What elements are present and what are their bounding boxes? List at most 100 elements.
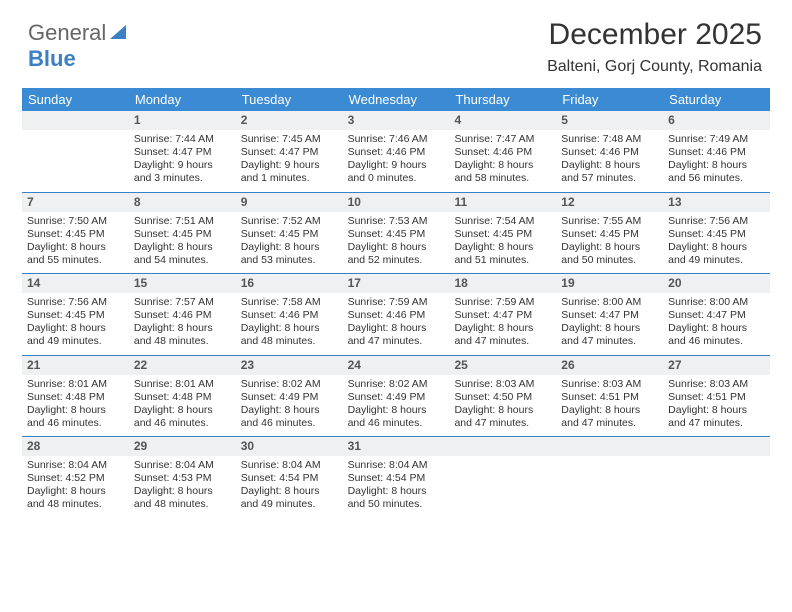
sunset-text: Sunset: 4:45 PM bbox=[134, 228, 231, 241]
day-number: 14 bbox=[22, 274, 129, 293]
logo-text-1: General bbox=[28, 20, 106, 45]
sunset-text: Sunset: 4:46 PM bbox=[454, 146, 551, 159]
calendar-cell: 12Sunrise: 7:55 AMSunset: 4:45 PMDayligh… bbox=[556, 193, 663, 274]
calendar-week: 7Sunrise: 7:50 AMSunset: 4:45 PMDaylight… bbox=[22, 192, 770, 274]
cell-body: Sunrise: 7:54 AMSunset: 4:45 PMDaylight:… bbox=[449, 212, 556, 274]
daylight-text: Daylight: 8 hours and 46 minutes. bbox=[241, 404, 338, 430]
daylight-text: Daylight: 8 hours and 47 minutes. bbox=[561, 322, 658, 348]
cell-body: Sunrise: 7:59 AMSunset: 4:47 PMDaylight:… bbox=[449, 293, 556, 355]
calendar-cell: 21Sunrise: 8:01 AMSunset: 4:48 PMDayligh… bbox=[22, 356, 129, 437]
sunset-text: Sunset: 4:46 PM bbox=[241, 309, 338, 322]
day-header: Monday bbox=[129, 88, 236, 111]
daylight-text: Daylight: 8 hours and 55 minutes. bbox=[27, 241, 124, 267]
sunset-text: Sunset: 4:47 PM bbox=[454, 309, 551, 322]
daylight-text: Daylight: 8 hours and 56 minutes. bbox=[668, 159, 765, 185]
weeks-container: 1Sunrise: 7:44 AMSunset: 4:47 PMDaylight… bbox=[22, 111, 770, 518]
day-number: 4 bbox=[449, 111, 556, 130]
sunset-text: Sunset: 4:48 PM bbox=[134, 391, 231, 404]
calendar-cell: 15Sunrise: 7:57 AMSunset: 4:46 PMDayligh… bbox=[129, 274, 236, 355]
day-header: Saturday bbox=[663, 88, 770, 111]
sunrise-text: Sunrise: 8:01 AM bbox=[27, 378, 124, 391]
day-number: 26 bbox=[556, 356, 663, 375]
daylight-text: Daylight: 8 hours and 49 minutes. bbox=[241, 485, 338, 511]
cell-body: Sunrise: 7:51 AMSunset: 4:45 PMDaylight:… bbox=[129, 212, 236, 274]
daylight-text: Daylight: 9 hours and 0 minutes. bbox=[348, 159, 445, 185]
cell-body: Sunrise: 8:01 AMSunset: 4:48 PMDaylight:… bbox=[22, 375, 129, 437]
cell-body: Sunrise: 7:53 AMSunset: 4:45 PMDaylight:… bbox=[343, 212, 450, 274]
calendar-cell: 16Sunrise: 7:58 AMSunset: 4:46 PMDayligh… bbox=[236, 274, 343, 355]
calendar-cell: 9Sunrise: 7:52 AMSunset: 4:45 PMDaylight… bbox=[236, 193, 343, 274]
day-number: 23 bbox=[236, 356, 343, 375]
calendar-cell: 29Sunrise: 8:04 AMSunset: 4:53 PMDayligh… bbox=[129, 437, 236, 518]
cell-body: Sunrise: 8:04 AMSunset: 4:54 PMDaylight:… bbox=[343, 456, 450, 518]
cell-body: Sunrise: 8:04 AMSunset: 4:52 PMDaylight:… bbox=[22, 456, 129, 518]
day-number: 16 bbox=[236, 274, 343, 293]
calendar-cell: 31Sunrise: 8:04 AMSunset: 4:54 PMDayligh… bbox=[343, 437, 450, 518]
sunset-text: Sunset: 4:46 PM bbox=[348, 146, 445, 159]
daylight-text: Daylight: 8 hours and 49 minutes. bbox=[27, 322, 124, 348]
daylight-text: Daylight: 8 hours and 48 minutes. bbox=[241, 322, 338, 348]
sunrise-text: Sunrise: 7:52 AM bbox=[241, 215, 338, 228]
sunrise-text: Sunrise: 7:51 AM bbox=[134, 215, 231, 228]
day-header: Sunday bbox=[22, 88, 129, 111]
day-number bbox=[449, 437, 556, 456]
calendar-cell bbox=[556, 437, 663, 518]
calendar-cell: 11Sunrise: 7:54 AMSunset: 4:45 PMDayligh… bbox=[449, 193, 556, 274]
sunrise-text: Sunrise: 8:01 AM bbox=[134, 378, 231, 391]
day-number: 6 bbox=[663, 111, 770, 130]
daylight-text: Daylight: 8 hours and 58 minutes. bbox=[454, 159, 551, 185]
sunset-text: Sunset: 4:54 PM bbox=[241, 472, 338, 485]
cell-body: Sunrise: 8:00 AMSunset: 4:47 PMDaylight:… bbox=[556, 293, 663, 355]
cell-body: Sunrise: 8:03 AMSunset: 4:50 PMDaylight:… bbox=[449, 375, 556, 437]
cell-body: Sunrise: 7:57 AMSunset: 4:46 PMDaylight:… bbox=[129, 293, 236, 355]
calendar-cell bbox=[22, 111, 129, 192]
calendar-cell bbox=[663, 437, 770, 518]
location-label: Balteni, Gorj County, Romania bbox=[547, 58, 762, 76]
cell-body: Sunrise: 8:02 AMSunset: 4:49 PMDaylight:… bbox=[236, 375, 343, 437]
calendar-cell: 28Sunrise: 8:04 AMSunset: 4:52 PMDayligh… bbox=[22, 437, 129, 518]
sunrise-text: Sunrise: 7:48 AM bbox=[561, 133, 658, 146]
sunset-text: Sunset: 4:47 PM bbox=[134, 146, 231, 159]
daylight-text: Daylight: 8 hours and 52 minutes. bbox=[348, 241, 445, 267]
logo: General Blue bbox=[28, 20, 128, 72]
day-number: 22 bbox=[129, 356, 236, 375]
cell-body: Sunrise: 8:03 AMSunset: 4:51 PMDaylight:… bbox=[663, 375, 770, 437]
day-number: 24 bbox=[343, 356, 450, 375]
calendar-cell: 22Sunrise: 8:01 AMSunset: 4:48 PMDayligh… bbox=[129, 356, 236, 437]
day-number: 15 bbox=[129, 274, 236, 293]
sunset-text: Sunset: 4:47 PM bbox=[561, 309, 658, 322]
calendar-cell: 5Sunrise: 7:48 AMSunset: 4:46 PMDaylight… bbox=[556, 111, 663, 192]
page-title: December 2025 bbox=[549, 18, 762, 52]
day-number: 18 bbox=[449, 274, 556, 293]
sunset-text: Sunset: 4:46 PM bbox=[134, 309, 231, 322]
day-number: 5 bbox=[556, 111, 663, 130]
day-number: 10 bbox=[343, 193, 450, 212]
calendar-cell: 2Sunrise: 7:45 AMSunset: 4:47 PMDaylight… bbox=[236, 111, 343, 192]
sunrise-text: Sunrise: 7:56 AM bbox=[668, 215, 765, 228]
sunset-text: Sunset: 4:50 PM bbox=[454, 391, 551, 404]
calendar-cell: 14Sunrise: 7:56 AMSunset: 4:45 PMDayligh… bbox=[22, 274, 129, 355]
sunrise-text: Sunrise: 8:04 AM bbox=[134, 459, 231, 472]
day-number: 20 bbox=[663, 274, 770, 293]
cell-body: Sunrise: 8:02 AMSunset: 4:49 PMDaylight:… bbox=[343, 375, 450, 437]
sunset-text: Sunset: 4:46 PM bbox=[668, 146, 765, 159]
daylight-text: Daylight: 9 hours and 3 minutes. bbox=[134, 159, 231, 185]
calendar-cell: 26Sunrise: 8:03 AMSunset: 4:51 PMDayligh… bbox=[556, 356, 663, 437]
sunrise-text: Sunrise: 8:02 AM bbox=[348, 378, 445, 391]
sunrise-text: Sunrise: 8:00 AM bbox=[561, 296, 658, 309]
day-number bbox=[22, 111, 129, 130]
day-number: 28 bbox=[22, 437, 129, 456]
sunrise-text: Sunrise: 7:45 AM bbox=[241, 133, 338, 146]
day-number bbox=[663, 437, 770, 456]
day-number: 3 bbox=[343, 111, 450, 130]
cell-body: Sunrise: 7:46 AMSunset: 4:46 PMDaylight:… bbox=[343, 130, 450, 192]
sunset-text: Sunset: 4:51 PM bbox=[561, 391, 658, 404]
calendar: Sunday Monday Tuesday Wednesday Thursday… bbox=[22, 88, 770, 518]
cell-body: Sunrise: 7:48 AMSunset: 4:46 PMDaylight:… bbox=[556, 130, 663, 192]
cell-body: Sunrise: 7:56 AMSunset: 4:45 PMDaylight:… bbox=[22, 293, 129, 355]
daylight-text: Daylight: 9 hours and 1 minutes. bbox=[241, 159, 338, 185]
logo-sail-icon bbox=[108, 18, 128, 44]
cell-body: Sunrise: 7:50 AMSunset: 4:45 PMDaylight:… bbox=[22, 212, 129, 274]
calendar-week: 21Sunrise: 8:01 AMSunset: 4:48 PMDayligh… bbox=[22, 355, 770, 437]
calendar-week: 1Sunrise: 7:44 AMSunset: 4:47 PMDaylight… bbox=[22, 111, 770, 192]
